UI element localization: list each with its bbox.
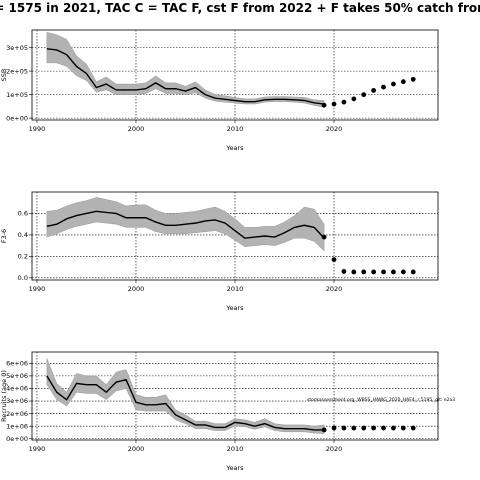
forecast-point	[341, 99, 347, 105]
x-axis-label: Years	[225, 304, 244, 312]
estimate-line	[46, 210, 325, 239]
y-tick-label: 1e+05	[6, 91, 28, 99]
x-axis-label: Years	[225, 464, 244, 472]
y-tick-label: 0.6	[18, 210, 28, 218]
estimate-line	[46, 375, 325, 431]
y-axis-label: F3-6	[0, 229, 8, 243]
x-tick-label: 2000	[128, 445, 145, 453]
x-tick-label: 2020	[326, 285, 343, 293]
forecast-point	[361, 269, 367, 275]
y-axis-label: SSB	[0, 69, 8, 82]
y-tick-label: 0.0	[18, 274, 28, 282]
x-tick-label: 2000	[128, 285, 145, 293]
x-tick-label: 2000	[128, 125, 145, 133]
forecast-point	[361, 425, 367, 431]
y-tick-label: 1e+06	[6, 422, 28, 430]
forecast-point	[371, 269, 377, 275]
y-tick-label: 3e+05	[6, 44, 28, 52]
confidence-band	[46, 358, 325, 434]
y-tick-label: 0e+00	[6, 435, 28, 443]
forecast-point	[410, 425, 416, 431]
y-tick-label: 0e+00	[6, 114, 28, 122]
forecast-point	[381, 425, 386, 431]
forecast-point	[381, 84, 386, 90]
y-tick-label: 6e+06	[6, 360, 28, 368]
forecast-point	[400, 425, 406, 431]
confidence-band	[46, 32, 325, 108]
forecast-point	[321, 234, 327, 240]
forecast-point	[391, 425, 396, 431]
x-tick-label: 1990	[29, 445, 46, 453]
forecast-point	[371, 87, 377, 93]
forecast-point	[400, 269, 406, 275]
x-tick-label: 2010	[227, 285, 244, 293]
forecast-point	[391, 81, 396, 87]
forecast-point	[321, 102, 327, 108]
forecast-point	[410, 269, 416, 275]
x-tick-label: 1990	[29, 125, 46, 133]
y-tick-label: 0.4	[18, 231, 28, 239]
forecast-point	[361, 92, 367, 98]
x-tick-label: 2010	[227, 445, 244, 453]
x-tick-label: 2020	[326, 125, 343, 133]
y-tick-label: 0.2	[18, 253, 28, 261]
x-tick-label: 2010	[227, 125, 244, 133]
assessment-annotation: stockassessment.org, WBSS_HAWG_2020_HAF4…	[307, 397, 455, 403]
forecast-point	[331, 425, 337, 431]
estimate-line	[46, 48, 325, 105]
forecast-point	[331, 101, 337, 107]
forecast-point	[381, 269, 386, 275]
forecast-point	[351, 96, 357, 102]
y-tick-label: 5e+06	[6, 372, 28, 380]
forecast-point	[351, 269, 357, 275]
y-axis-label: Recruits (age 0)	[0, 370, 8, 422]
y-tick-label: 2e+05	[6, 67, 28, 75]
y-tick-label: 3e+06	[6, 397, 28, 405]
y-tick-label: 4e+06	[6, 385, 28, 393]
forecast-point	[331, 257, 337, 263]
y-tick-label: 2e+06	[6, 410, 28, 418]
forecast-point	[400, 79, 406, 85]
forecast-point	[341, 425, 347, 431]
recruitment-panel: 1990 2000 2010 2020 0e+00 1e+06 2e+06 3e+06 4e+0…	[0, 351, 439, 472]
forecast-point	[391, 269, 396, 275]
forecast-point	[371, 425, 377, 431]
x-axis-label: Years	[225, 144, 244, 152]
forecast-point	[341, 269, 347, 274]
forecast-point	[351, 425, 357, 431]
forecast-point	[321, 427, 327, 433]
x-tick-label: 2020	[326, 445, 343, 453]
forecast-point	[410, 76, 416, 82]
x-tick-label: 1990	[29, 285, 46, 293]
ssb-panel: 1990 2000 2010 2020 0e+00 1e+05 2e+05 3e+05 Year…	[0, 29, 439, 152]
f-panel: 1990 2000 2010 2020 0.0 0.2 0.4 0.6 Years F3-6	[0, 191, 439, 312]
figure-title: = 1575 in 2021, TAC C = TAC F, cst F fro…	[0, 1, 480, 15]
